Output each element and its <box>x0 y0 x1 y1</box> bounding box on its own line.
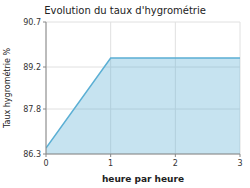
y-tick-label: 86.3 <box>23 150 41 159</box>
x-tick <box>175 154 176 157</box>
x-tick <box>110 154 111 157</box>
grid-line-x <box>46 22 47 154</box>
line <box>46 58 240 148</box>
x-tick-label: 0 <box>43 159 48 168</box>
grid <box>46 22 240 154</box>
plot-area <box>46 58 240 154</box>
x-tick-label: 3 <box>237 159 242 168</box>
chart-container: 86.3 87.8 89.2 90.7 0 1 2 3 Evolution du taux d'… <box>0 0 250 188</box>
x-tick-label: 1 <box>108 159 113 168</box>
y-axis-label: Taux hygrométrie % <box>2 48 12 130</box>
chart: 86.3 87.8 89.2 90.7 0 1 2 3 Evolution du taux d'… <box>0 0 250 188</box>
title: Evolution du taux d'hygrométrie <box>44 5 206 16</box>
x-tick <box>240 154 241 157</box>
y-tick <box>43 67 46 68</box>
x-axis-line <box>46 154 240 155</box>
x-axis-label: heure par heure <box>102 174 184 184</box>
y-tick <box>43 22 46 23</box>
y-axis-line <box>46 22 47 154</box>
grid-line-y <box>46 22 240 23</box>
area <box>46 58 240 154</box>
y-tick-label: 87.8 <box>23 105 41 114</box>
y-tick <box>43 109 46 110</box>
x-tick-label: 2 <box>173 159 178 168</box>
x-tick <box>46 154 47 157</box>
y-tick-label: 89.2 <box>23 63 41 72</box>
grid-line-y <box>46 154 240 155</box>
y-tick-label: 90.7 <box>23 18 41 27</box>
